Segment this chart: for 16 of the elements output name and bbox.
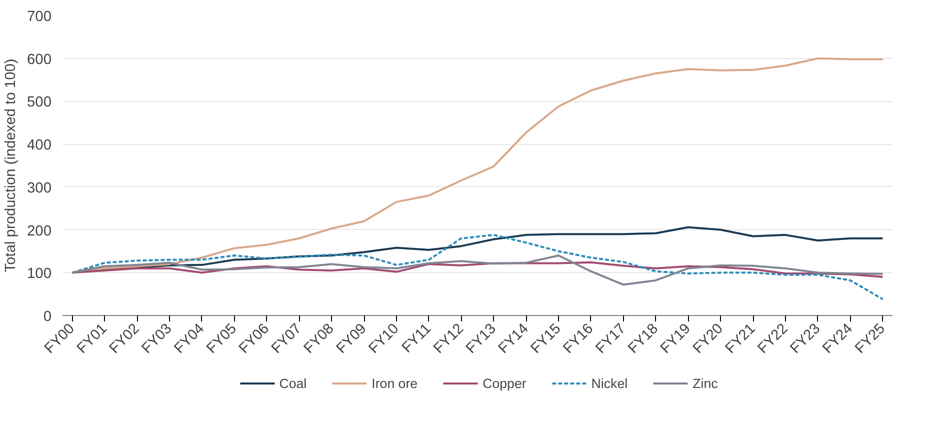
y-tick-label: 700 [27,9,52,25]
y-axis-title: Total production (indexed to 100) [3,58,20,272]
legend-label: Zinc [692,376,718,390]
legend-label: Copper [482,376,526,390]
legend-label: Iron ore [372,376,418,390]
y-tick-label: 400 [27,138,52,154]
legend-label: Coal [279,376,307,390]
line-series [71,254,884,286]
legend-label: Nickel [591,376,628,390]
line-series [71,234,884,300]
y-tick-label: 600 [27,52,52,68]
y-tick-label: 200 [27,223,52,240]
y-tick-label: 0 [43,309,52,325]
y-tick-label: 300 [27,180,52,196]
y-tick-label: 100 [27,266,52,282]
y-tick-label: 500 [27,94,52,111]
